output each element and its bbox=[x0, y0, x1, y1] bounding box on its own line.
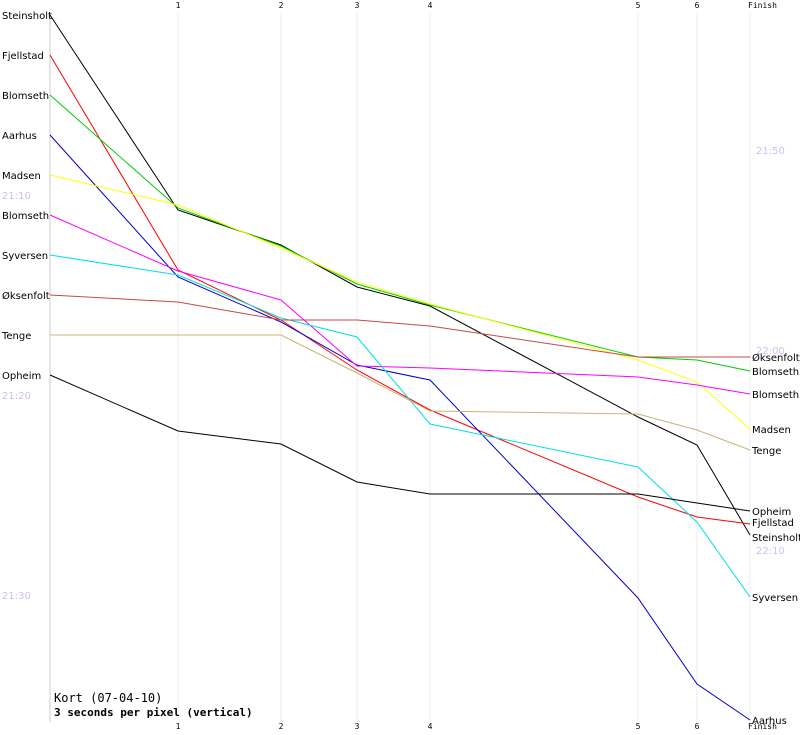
series-labels: Steinsholt Steinsholt Fjellstad Fjellstad Bl… bbox=[1, 11, 800, 727]
series-start-label: Blomseth bbox=[2, 211, 49, 222]
series-end-label: Tenge bbox=[751, 446, 781, 457]
series-start-label: Blomseth bbox=[2, 91, 49, 102]
series-end-label: Opheim bbox=[752, 507, 791, 518]
x-tick-label: 4 bbox=[428, 1, 433, 10]
series-start-label: Syversen bbox=[2, 251, 48, 262]
x-tick-label: 5 bbox=[636, 1, 641, 10]
series-lines bbox=[49, 14, 751, 721]
series-line bbox=[49, 14, 751, 536]
series-line bbox=[49, 134, 751, 721]
series-end-label: Syversen bbox=[752, 593, 798, 604]
series-line bbox=[49, 294, 750, 358]
series-end-label: Blomseth bbox=[752, 390, 799, 401]
x-tick-label: 3 bbox=[355, 1, 360, 10]
grid-lines bbox=[49, 12, 751, 722]
series-line bbox=[49, 94, 751, 372]
x-tick-label: 5 bbox=[636, 722, 641, 731]
time-label-right: 21:50 bbox=[756, 146, 785, 157]
series-start-label: Opheim bbox=[2, 371, 41, 382]
series-start-label: Tenge bbox=[1, 331, 31, 342]
series-line bbox=[49, 54, 751, 525]
x-tick-label: Finish bbox=[748, 1, 777, 10]
time-label-right: 22:00 bbox=[756, 346, 785, 357]
x-tick-label: 3 bbox=[355, 722, 360, 731]
series-start-label: Aarhus bbox=[2, 131, 37, 142]
series-start-label: Øksenfolt bbox=[2, 290, 50, 302]
x-tick-label: 2 bbox=[279, 1, 284, 10]
series-end-label: Øksenfolt bbox=[752, 352, 800, 364]
series-end-label: Blomseth bbox=[752, 367, 799, 378]
chart-title: Kort (07-04-10) bbox=[54, 691, 162, 705]
x-tick-label: 1 bbox=[176, 722, 181, 731]
time-label-left: 21:30 bbox=[2, 591, 31, 602]
x-tick-label: 1 bbox=[176, 1, 181, 10]
series-line bbox=[49, 374, 751, 512]
x-axis-ticks: 1 1 2 2 3 3 4 4 5 5 6 6 Finish Finish bbox=[176, 1, 777, 731]
series-line bbox=[49, 254, 751, 598]
x-tick-label: 6 bbox=[695, 1, 700, 10]
series-line bbox=[49, 214, 751, 395]
time-labels: 21:10 21:20 21:30 21:50 22:00 22:10 bbox=[2, 146, 785, 602]
series-end-label: Steinsholt bbox=[752, 533, 800, 544]
time-label-right: 22:10 bbox=[756, 546, 785, 557]
series-end-label: Aarhus bbox=[752, 716, 787, 727]
x-tick-label: 6 bbox=[695, 722, 700, 731]
x-tick-label: Finish bbox=[748, 722, 777, 731]
series-start-label: Steinsholt bbox=[2, 11, 52, 22]
series-line bbox=[50, 334, 751, 451]
series-line bbox=[49, 174, 751, 430]
time-label-left: 21:10 bbox=[2, 191, 31, 202]
series-start-label: Fjellstad bbox=[2, 51, 44, 62]
time-label-left: 21:20 bbox=[2, 391, 31, 402]
x-tick-label: 4 bbox=[428, 722, 433, 731]
series-end-label: Madsen bbox=[752, 425, 791, 436]
series-end-label: Fjellstad bbox=[752, 518, 794, 529]
series-start-label: Madsen bbox=[2, 171, 41, 182]
chart-subtitle: 3 seconds per pixel (vertical) bbox=[54, 706, 253, 719]
x-tick-label: 2 bbox=[279, 722, 284, 731]
